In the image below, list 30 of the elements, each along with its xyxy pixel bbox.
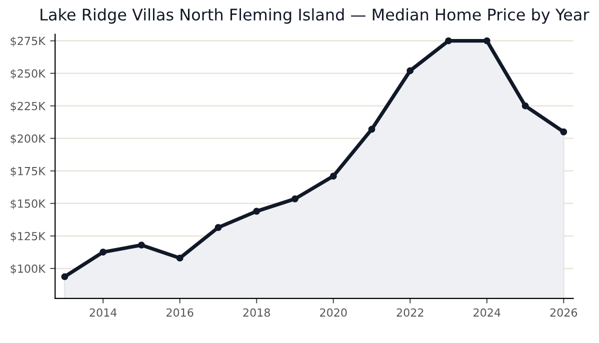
y-tick-label: $250K xyxy=(10,69,46,80)
x-tick-label: 2020 xyxy=(320,308,347,317)
point xyxy=(445,37,452,44)
x-tick-label: 2018 xyxy=(243,308,270,317)
point xyxy=(483,37,490,44)
x-tick-label: 2016 xyxy=(166,308,194,317)
y-tick-label: $175K xyxy=(10,166,46,177)
y-tick-label: $275K xyxy=(10,36,46,47)
y-tick-label: $100K xyxy=(10,264,46,274)
y-tick-label: $225K xyxy=(10,102,46,112)
point xyxy=(61,273,68,280)
point xyxy=(253,208,260,215)
y-tick-label: $125K xyxy=(10,232,46,242)
chart-title: Lake Ridge Villas North Fleming Island — Median Home Price by Year xyxy=(40,8,590,24)
y-tick-label: $150K xyxy=(10,199,46,210)
point xyxy=(330,172,337,180)
point xyxy=(560,128,568,136)
point xyxy=(138,242,145,249)
x-tick-label: 2026 xyxy=(550,308,578,317)
x-tick-label: 2014 xyxy=(90,308,117,317)
point xyxy=(292,195,298,202)
x-tick-label: 2022 xyxy=(396,308,424,317)
point xyxy=(214,224,222,231)
point xyxy=(176,254,184,262)
point xyxy=(522,102,529,110)
x-tick-label: 2024 xyxy=(474,308,500,317)
point xyxy=(100,248,107,256)
y-tick-label: $200K xyxy=(10,134,46,144)
point xyxy=(406,67,414,74)
point xyxy=(368,126,376,133)
